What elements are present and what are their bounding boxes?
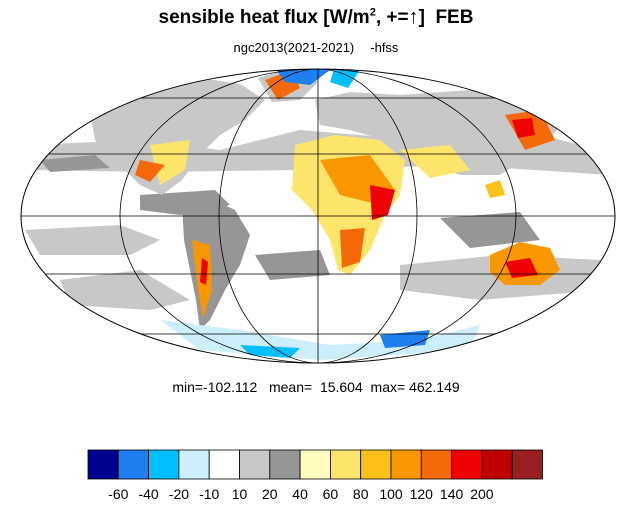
title-sign: , += — [375, 7, 409, 28]
colorbar-tick-label: 60 — [323, 486, 339, 502]
map-outline — [20, 68, 616, 364]
colorbar-swatch — [117, 449, 150, 480]
up-arrow-icon: ↑ — [408, 6, 419, 28]
colorbar-swatch — [208, 449, 240, 480]
meridian-60 — [218, 69, 418, 363]
colorbar-swatch — [329, 449, 362, 480]
stats-min: -102.112 — [203, 379, 258, 395]
page-title: sensible heat flux [W/m2, +=↑] FEB — [0, 6, 632, 29]
subtitle-variable: -hfss — [370, 40, 399, 55]
subtitle-run: ngc2013(2021-2021) — [233, 40, 355, 55]
colorbar-swatch — [390, 449, 422, 480]
colorbar-swatch — [299, 449, 331, 480]
page-subtitle: ngc2013(2021-2021) -hfss — [0, 40, 632, 55]
stats-mean-label: mean= — [268, 379, 313, 395]
colorbar-tick-label: 120 — [410, 486, 434, 502]
colorbar-swatch — [451, 449, 483, 480]
mollweide-map — [20, 68, 616, 364]
colorbar-swatch — [148, 449, 180, 480]
colorbar-tick-label: 140 — [440, 486, 464, 502]
title-month: FEB — [435, 7, 474, 28]
colorbar-tick-label: -20 — [169, 486, 189, 502]
colorbar-tick-label: -60 — [108, 486, 128, 502]
graticule — [21, 69, 615, 363]
stats-line: min=-102.112 mean= 15.604 max= 462.149 — [0, 379, 632, 395]
colorbar-tick-label: 200 — [470, 486, 494, 502]
colorbar-tick-label: -10 — [199, 486, 219, 502]
colorbar-swatch — [239, 449, 271, 480]
colorbar-swatch — [420, 449, 452, 480]
colorbar-tick-label: 20 — [262, 486, 278, 502]
colorbar-tick-label: -40 — [138, 486, 158, 502]
colorbar-swatch — [511, 449, 543, 480]
colorbar-swatch — [481, 449, 513, 480]
title-close: ] — [418, 7, 425, 28]
colorbar-labels: -60 -40 -20 -10 10 20 40 60 80 100 120 140 200 — [108, 486, 494, 502]
colorbar-tick-label: 80 — [353, 486, 369, 502]
stats-max-label: max= — [370, 379, 406, 395]
colorbar-tick-label: 40 — [292, 486, 308, 502]
colorbar-boxes — [87, 449, 543, 480]
colorbar-swatch — [87, 449, 119, 480]
meridian-120 — [119, 69, 517, 363]
stats-min-label: min= — [172, 379, 204, 395]
title-superscript: 2 — [369, 6, 376, 19]
map-field — [21, 69, 615, 363]
colorbar-swatch — [178, 449, 210, 480]
title-main: sensible heat flux [W/m — [158, 7, 370, 28]
colorbar-tick-label: 100 — [379, 486, 403, 502]
stats-max: 462.149 — [409, 379, 460, 395]
colorbar-swatch — [269, 449, 301, 480]
stats-mean: 15.604 — [319, 379, 363, 395]
colorbar-tick-label: 10 — [232, 486, 248, 502]
colorbar-swatch — [360, 449, 392, 480]
